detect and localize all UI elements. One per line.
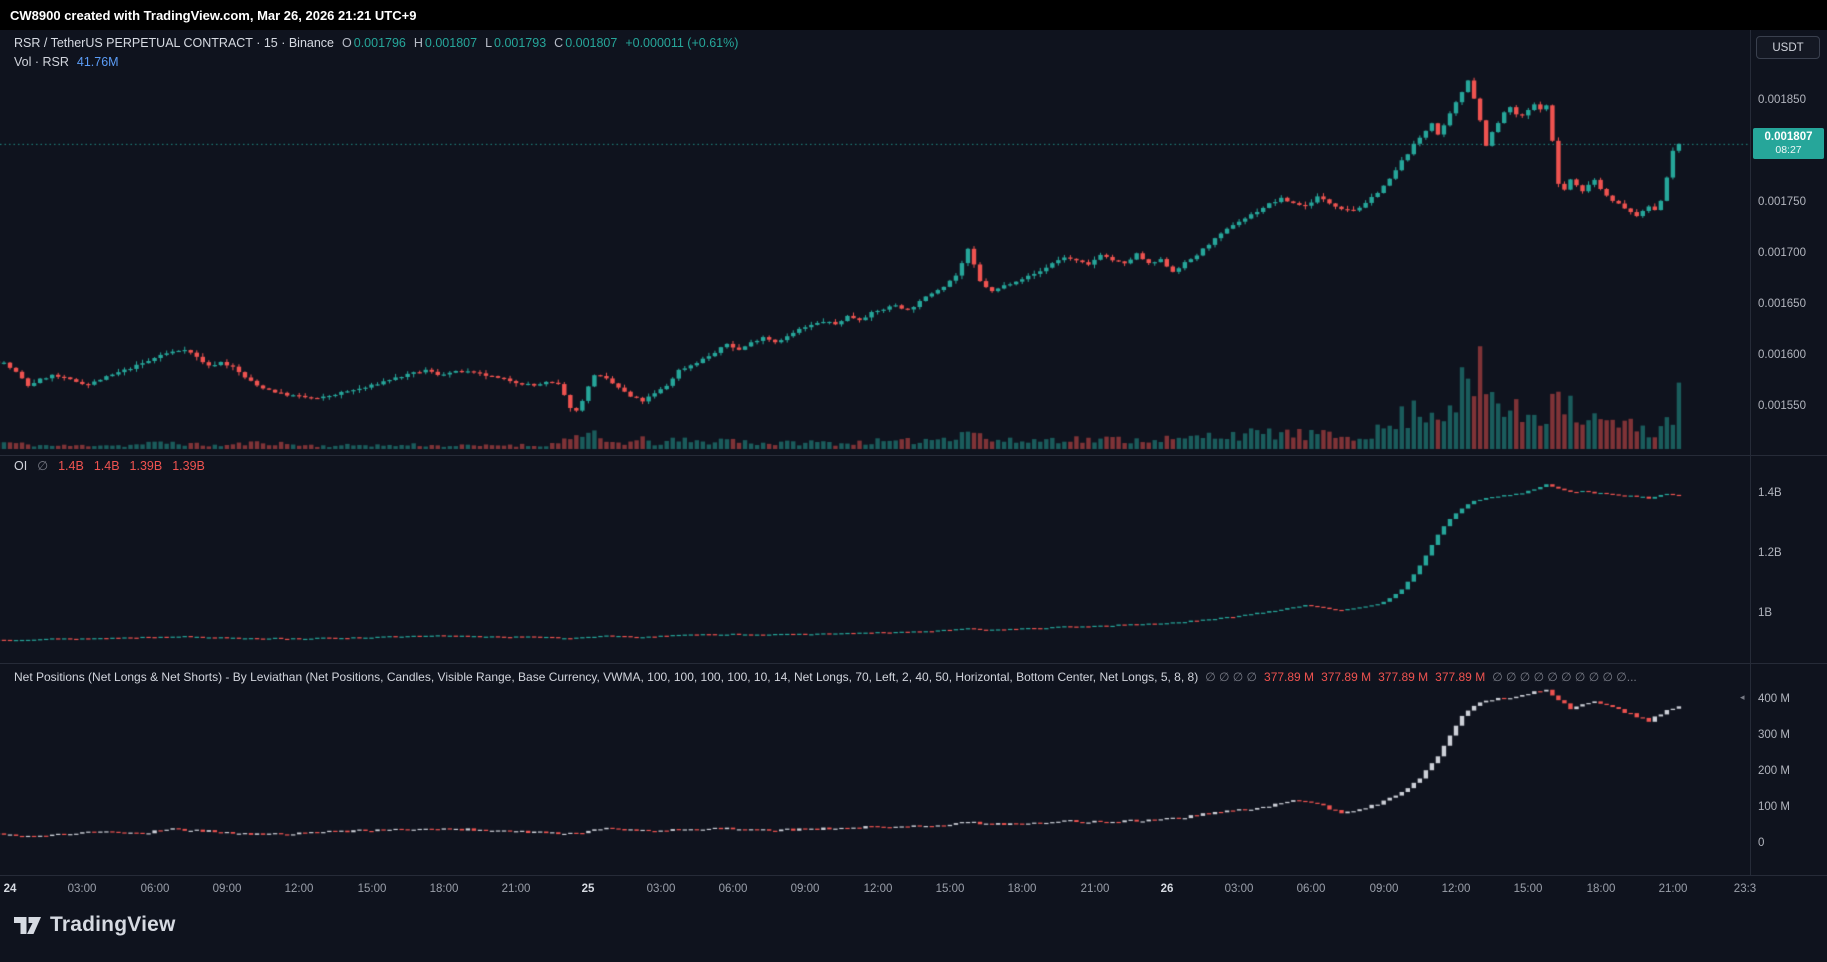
bar-countdown: 08:27 bbox=[1775, 143, 1802, 156]
time-axis-label: 06:00 bbox=[718, 883, 748, 895]
last-price-value: 0.001807 bbox=[1764, 130, 1813, 143]
time-axis-label: 09:00 bbox=[1369, 883, 1399, 895]
time-axis-label: 24 bbox=[3, 883, 17, 895]
currency-toggle-button[interactable]: USDT bbox=[1756, 36, 1820, 59]
time-axis-label: 18:00 bbox=[1007, 883, 1037, 895]
pane-separator-main-oi[interactable] bbox=[0, 455, 1827, 456]
oi-axis-label: 1B bbox=[1758, 607, 1773, 619]
time-axis-label: 25 bbox=[581, 883, 595, 895]
net-value-low: 377.89 M bbox=[1378, 670, 1429, 684]
price-scale-panel[interactable]: USDT 0.001807 08:27 0.001850 0.001750 0.00… bbox=[1751, 30, 1827, 875]
price-change: +0.000011 (+0.61%) bbox=[625, 36, 739, 50]
oi-legend-row: OI ∅ 1.4B 1.4B 1.39B 1.39B bbox=[14, 458, 205, 474]
time-axis-label: 15:00 bbox=[357, 883, 387, 895]
time-axis-label: 26 bbox=[1160, 883, 1174, 895]
net-positions-legend-row: Net Positions (Net Longs & Net Shorts) -… bbox=[14, 670, 1637, 684]
price-axis-label: 0.001750 bbox=[1758, 196, 1806, 208]
oi-value-low: 1.39B bbox=[129, 458, 163, 473]
volume-label[interactable]: Vol · RSR bbox=[14, 55, 69, 69]
time-axis-label: 12:00 bbox=[863, 883, 893, 895]
tradingview-brand-text: TradingView bbox=[50, 913, 176, 936]
net-axis-label: 300 M bbox=[1758, 729, 1790, 741]
ohlc-close: C 0.001807 bbox=[554, 36, 618, 50]
price-axis-label: 0.001550 bbox=[1758, 400, 1806, 412]
pane-separator-oi-net[interactable] bbox=[0, 663, 1827, 664]
last-value-arrow-icon: ◂ bbox=[1740, 692, 1745, 702]
net-axis-label: 100 M bbox=[1758, 801, 1790, 813]
time-axis-label: 21:00 bbox=[1080, 883, 1110, 895]
symbol-title[interactable]: RSR / TetherUS PERPETUAL CONTRACT · 15 ·… bbox=[14, 36, 335, 50]
ohlc-high: H 0.001807 bbox=[413, 36, 478, 50]
price-axis-label: 0.001600 bbox=[1758, 349, 1806, 361]
price-axis-label: 0.001700 bbox=[1758, 247, 1806, 259]
net-axis-label: 200 M bbox=[1758, 765, 1790, 777]
oi-empty-symbol: ∅ bbox=[37, 459, 49, 473]
top-bar: CW8900 created with TradingView.com, Mar… bbox=[0, 0, 1827, 30]
oi-value-close: 1.39B bbox=[172, 458, 205, 473]
time-axis-label: 03:00 bbox=[67, 883, 97, 895]
net-empty-prefix: ∅ ∅ ∅ ∅ bbox=[1205, 670, 1258, 684]
oi-axis-label: 1.2B bbox=[1758, 547, 1782, 559]
ohlc-low: L 0.001793 bbox=[485, 36, 547, 50]
time-axis-label: 15:00 bbox=[1513, 883, 1543, 895]
time-axis-label: 18:00 bbox=[429, 883, 459, 895]
volume-legend-row: Vol · RSR 41.76M bbox=[14, 55, 119, 69]
price-scale-border bbox=[1750, 30, 1751, 875]
price-axis-label: 0.001650 bbox=[1758, 298, 1806, 310]
last-price-badge: 0.001807 08:27 bbox=[1753, 127, 1824, 159]
oi-value-high: 1.4B bbox=[93, 458, 120, 473]
ohlc-open: O 0.001796 bbox=[342, 36, 406, 50]
time-axis-label: 09:00 bbox=[790, 883, 820, 895]
time-axis[interactable]: 24 03:00 06:00 09:00 12:00 15:00 18:00 21:00 25 0… bbox=[0, 875, 1827, 905]
net-value-close: 377.89 M bbox=[1435, 670, 1486, 684]
net-value-high: 377.89 M bbox=[1321, 670, 1372, 684]
net-positions-pane[interactable] bbox=[0, 663, 1750, 875]
net-value-open: 377.89 M bbox=[1264, 670, 1315, 684]
time-axis-label: 03:00 bbox=[1224, 883, 1254, 895]
net-axis-label: 400 M bbox=[1758, 693, 1790, 705]
footer-brand[interactable]: TradingView bbox=[14, 913, 176, 937]
time-axis-label: 21:00 bbox=[1658, 883, 1688, 895]
price-axis-label: 0.001850 bbox=[1758, 94, 1806, 106]
time-axis-label: 15:00 bbox=[935, 883, 965, 895]
time-axis-label: 09:00 bbox=[212, 883, 242, 895]
net-axis-label: 0 bbox=[1758, 837, 1765, 849]
time-axis-label: 03:00 bbox=[646, 883, 676, 895]
chart-canvas[interactable] bbox=[0, 30, 1750, 875]
time-axis-label: 06:00 bbox=[140, 883, 170, 895]
volume-value: 41.76M bbox=[76, 55, 119, 69]
time-axis-label: 12:00 bbox=[1441, 883, 1471, 895]
watermark-text: CW8900 created with TradingView.com, Mar… bbox=[10, 7, 417, 23]
time-axis-label: 06:00 bbox=[1296, 883, 1326, 895]
main-legend-row: RSR / TetherUS PERPETUAL CONTRACT · 15 ·… bbox=[14, 36, 738, 50]
oi-value-open: 1.4B bbox=[58, 458, 84, 473]
main-pane[interactable] bbox=[0, 30, 1750, 455]
oi-pane[interactable] bbox=[0, 455, 1750, 663]
net-positions-title[interactable]: Net Positions (Net Longs & Net Shorts) -… bbox=[14, 670, 1199, 684]
tradingview-logo-icon bbox=[14, 917, 41, 934]
oi-title[interactable]: OI bbox=[14, 458, 28, 473]
time-axis-label: 12:00 bbox=[284, 883, 314, 895]
net-empty-suffix: ∅ ∅ ∅ ∅ ∅ ∅ ∅ ∅ ∅ ∅... bbox=[1492, 670, 1637, 684]
time-axis-label: 18:00 bbox=[1586, 883, 1616, 895]
time-axis-label: 23:3 bbox=[1733, 883, 1757, 895]
time-axis-label: 21:00 bbox=[501, 883, 531, 895]
oi-axis-label: 1.4B bbox=[1758, 487, 1782, 499]
